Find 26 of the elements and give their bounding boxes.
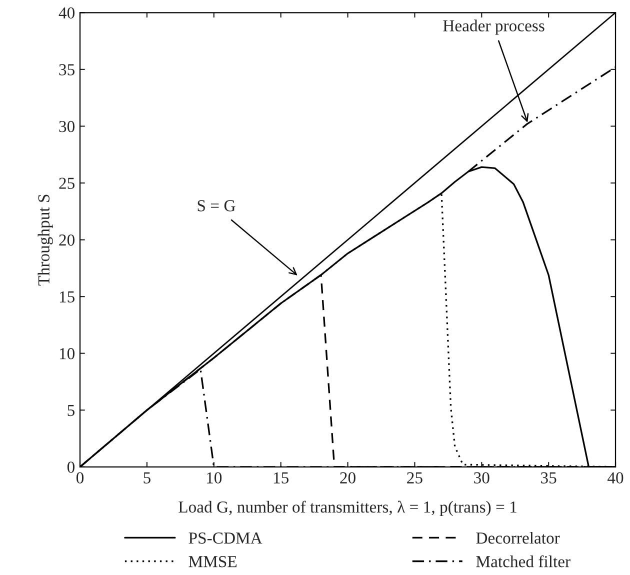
x-tick-label: 0 <box>76 472 84 484</box>
legend-label: Matched filter <box>476 555 570 568</box>
legend-label: Decorrelator <box>476 532 560 544</box>
legend-label: MMSE <box>188 556 237 568</box>
y-tick-label: 15 <box>60 291 74 303</box>
x-tick-label: 35 <box>541 472 556 484</box>
y-tick-label: 10 <box>60 348 75 360</box>
y-tick-label: 30 <box>59 120 75 132</box>
y-tick-label: 25 <box>59 178 74 189</box>
x-tick-label: 30 <box>474 472 490 484</box>
annotation: S = G <box>198 200 236 212</box>
x-tick-label: 40 <box>608 472 624 484</box>
y-tick-label: 40 <box>58 7 75 19</box>
x-tick-label: 10 <box>207 472 222 484</box>
x-tick-label: 5 <box>144 472 150 484</box>
y-tick-label: 35 <box>59 64 74 76</box>
y-tick-label: 5 <box>68 404 74 416</box>
y-tick-label: 20 <box>59 234 75 246</box>
x-tick-label: 20 <box>340 472 356 484</box>
legend-label: PS-CDMA <box>188 532 262 544</box>
y-axis-title: Throughput S <box>38 194 53 286</box>
annotation: Header process <box>443 20 544 35</box>
x-tick-label: 15 <box>274 472 289 484</box>
x-tick-label: 25 <box>407 472 422 484</box>
x-axis-title: Load G, number of transmitters, λ = 1, p(trans) = 1 <box>178 500 516 516</box>
y-tick-label: 0 <box>67 462 75 473</box>
